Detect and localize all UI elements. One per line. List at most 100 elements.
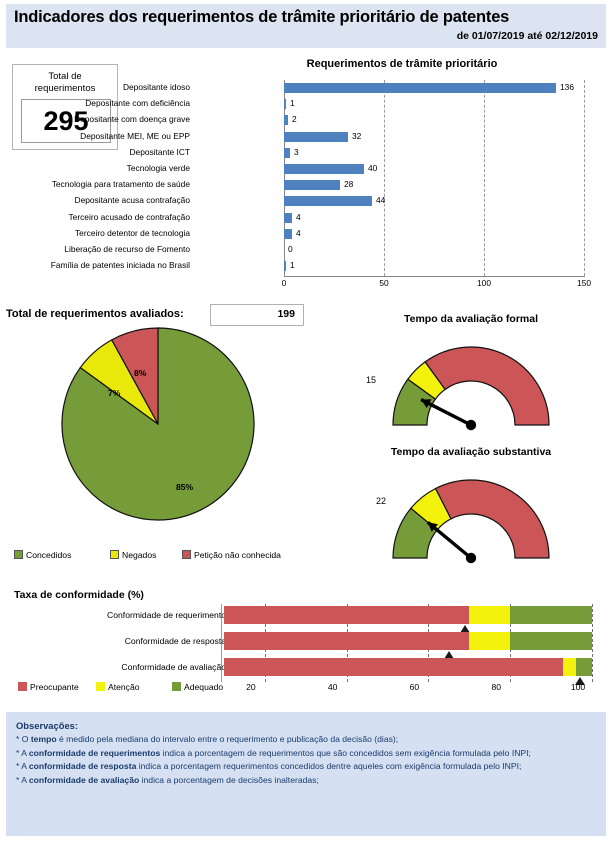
- conformity-legend-label: Atenção: [108, 682, 140, 692]
- gauge-value-label: 15: [366, 375, 376, 385]
- observation-term: conformidade de requerimentos: [29, 748, 160, 758]
- bar-plot-area: 28: [284, 177, 584, 193]
- bar-chart-axis-line: [284, 276, 585, 277]
- bar-chart-row: Família de patentes iniciada no Brasil1: [96, 258, 612, 274]
- bar-value-label: 44: [376, 195, 385, 205]
- conformity-band-segment: [510, 606, 592, 624]
- page-title: Indicadores dos requerimentos de trâmite…: [14, 8, 509, 27]
- substantive-evaluation-gauge-title: Tempo da avaliação substantiva: [330, 446, 612, 458]
- observation-prefix: * A: [16, 761, 29, 771]
- conformity-legend-label: Preocupante: [30, 682, 79, 692]
- bar-value-label: 136: [560, 82, 574, 92]
- axis-tick-label: 40: [328, 682, 338, 692]
- bar-chart-row: Depositante ICT3: [96, 145, 612, 161]
- legend-swatch-icon: [96, 682, 105, 691]
- conformity-band-segment: [469, 632, 510, 650]
- axis-tick-label: 100: [477, 278, 491, 288]
- conformity-band-segment: [576, 658, 592, 676]
- legend-swatch-icon: [182, 550, 191, 559]
- legend-swatch-icon: [172, 682, 181, 691]
- bar-chart-row: Liberação de recurso de Fomento0: [96, 242, 612, 258]
- bar-fill: [284, 196, 372, 206]
- conformity-category-label: Conformidade de avaliação: [121, 662, 226, 672]
- pie-legend-item: Petição não conhecida: [182, 550, 281, 560]
- bar-chart-x-ticks: 050100150: [284, 278, 584, 292]
- conformity-chart-title: Taxa de conformidade (%): [14, 589, 144, 601]
- observation-term: tempo: [31, 734, 57, 744]
- pie-svg: [60, 326, 256, 522]
- bar-value-label: 2: [292, 114, 297, 124]
- bar-chart-row: Tecnologia verde40: [96, 161, 612, 177]
- bar-plot-area: 1: [284, 96, 584, 112]
- bar-chart-row: Tecnologia para tratamento de saúde28: [96, 177, 612, 193]
- bar-fill: [284, 261, 286, 271]
- bar-chart-row: Depositante MEI, ME ou EPP32: [96, 129, 612, 145]
- bar-fill: [284, 164, 364, 174]
- pie-slice-label: 85%: [176, 482, 193, 492]
- bar-chart-row: Depositante com deficiência1: [96, 96, 612, 112]
- pie-slice-label: 8%: [134, 368, 146, 378]
- bar-category-label: Terceiro acusado de contrafação: [0, 212, 190, 222]
- conformity-bar: [224, 632, 592, 650]
- bar-category-label: Tecnologia verde: [0, 163, 190, 173]
- observation-item: * A conformidade de resposta indica a po…: [16, 760, 596, 774]
- formal-evaluation-gauge-title: Tempo da avaliação formal: [330, 313, 612, 325]
- bar-plot-area: 44: [284, 193, 584, 209]
- axis-tick-label: 80: [491, 682, 501, 692]
- bar-plot-area: 2: [284, 112, 584, 128]
- evaluated-requirements-value-box: 199: [210, 304, 304, 326]
- bar-plot-area: 32: [284, 129, 584, 145]
- conformity-band-segment: [469, 606, 510, 624]
- bar-value-label: 28: [344, 179, 353, 189]
- conformity-band-segment: [224, 658, 563, 676]
- bar-plot-area: 1: [284, 258, 584, 274]
- conformity-legend-item: Preocupante: [18, 682, 79, 692]
- bar-value-label: 4: [296, 212, 301, 222]
- page-date-range: de 01/07/2019 até 02/12/2019: [457, 30, 598, 42]
- bar-chart-row: Terceiro acusado de contrafação4: [96, 210, 612, 226]
- legend-swatch-icon: [14, 550, 23, 559]
- bar-category-label: Depositante com doença grave: [0, 114, 190, 124]
- bar-category-label: Depositante idoso: [0, 82, 190, 92]
- bar-value-label: 3: [294, 147, 299, 157]
- bar-value-label: 4: [296, 228, 301, 238]
- gridline: [592, 604, 593, 682]
- pie-legend-label: Petição não conhecida: [194, 550, 281, 560]
- conformity-bar: [224, 606, 592, 624]
- conformity-band-segment: [224, 632, 469, 650]
- bar-value-label: 1: [290, 260, 295, 270]
- conformity-bar: [224, 658, 592, 676]
- evaluated-requirements-label: Total de requerimentos avaliados:: [6, 308, 184, 320]
- substantive-evaluation-gauge: Tempo da avaliação substantiva 22: [330, 446, 612, 566]
- conformity-category-label: Conformidade de resposta: [125, 636, 226, 646]
- page-header: Indicadores dos requerimentos de trâmite…: [6, 4, 606, 48]
- axis-tick-label: 50: [379, 278, 388, 288]
- conformity-band-segment: [510, 632, 592, 650]
- bar-fill: [284, 132, 348, 142]
- bar-fill: [284, 115, 288, 125]
- bar-category-label: Tecnologia para tratamento de saúde: [0, 179, 190, 189]
- bar-value-label: 40: [368, 163, 377, 173]
- bar-category-label: Liberação de recurso de Fomento: [0, 244, 190, 254]
- axis-tick-label: 150: [577, 278, 591, 288]
- bar-chart-row: Terceiro detentor de tecnologia4: [96, 226, 612, 242]
- observation-prefix: * A: [16, 775, 29, 785]
- pie-chart-legend: ConcedidosNegadosPetição não conhecida: [14, 550, 314, 564]
- bar-chart-title: Requerimentos de trâmite prioritário: [96, 58, 612, 70]
- bar-plot-area: 4: [284, 226, 584, 242]
- bar-fill: [284, 213, 292, 223]
- axis-tick-label: 60: [410, 682, 420, 692]
- bar-plot-area: 0: [284, 242, 584, 258]
- observations-list: * O tempo é medido pela mediana do inter…: [16, 733, 596, 787]
- observations-title: Observações:: [16, 720, 596, 731]
- conformity-legend-item: Adequado: [172, 682, 223, 692]
- conformity-legend-item: Atenção: [96, 682, 140, 692]
- bar-value-label: 32: [352, 131, 361, 141]
- gauge-svg: [330, 462, 612, 566]
- observation-prefix: * O: [16, 734, 31, 744]
- gauge-band: [425, 347, 549, 425]
- bar-category-label: Depositante MEI, ME ou EPP: [0, 131, 190, 141]
- axis-tick-label: 0: [282, 278, 287, 288]
- gauge-value-label: 22: [376, 496, 386, 506]
- observation-term: conformidade de resposta: [29, 761, 136, 771]
